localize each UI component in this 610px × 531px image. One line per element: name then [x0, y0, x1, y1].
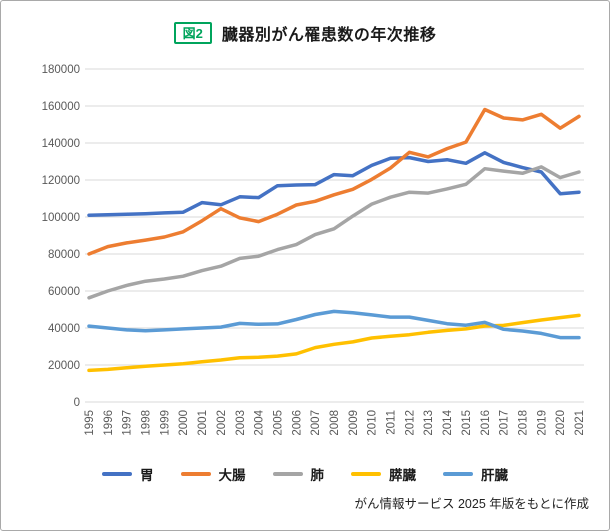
- y-axis-tick-label: 80000: [48, 249, 80, 261]
- x-axis-tick-label: 1997: [122, 410, 134, 436]
- x-axis-tick-label: 2017: [499, 410, 511, 436]
- x-axis-tick-label: 1996: [103, 410, 115, 436]
- x-axis-tick-label: 2019: [536, 410, 548, 436]
- legend-label-liver: 肝臓: [481, 468, 508, 483]
- x-axis-tick-label: 2009: [348, 410, 360, 436]
- legend-swatch-lung: [272, 472, 303, 476]
- legend-swatch-liver: [443, 472, 473, 476]
- y-axis-tick-label: 100000: [42, 212, 80, 224]
- series-line-colorectal: [87, 107, 581, 256]
- x-axis-tick-label: 2002: [216, 410, 228, 436]
- x-axis-tick-label: 2012: [404, 410, 416, 436]
- chart-canvas: 0 20000 40000 60000 80000 100000 120000 140000 1…: [42, 64, 586, 436]
- x-axis-tick-label: 2011: [386, 410, 398, 435]
- y-axis-tick-label: 40000: [48, 323, 80, 335]
- x-axis-tick-label: 2020: [555, 410, 567, 436]
- y-axis-tick-label: 20000: [48, 360, 80, 372]
- legend-label-colorectal: 大腸: [218, 468, 246, 483]
- x-axis-tick-label: 2001: [197, 410, 209, 436]
- legend-label-pancreas: 膵臓: [389, 468, 416, 483]
- legend-item-liver: 肝臓: [443, 464, 508, 484]
- x-axis-tick-label: 2014: [442, 409, 454, 435]
- x-axis-tick-label: 1998: [141, 410, 153, 436]
- x-axis-tick-label: 1995: [84, 410, 96, 436]
- source-note: がん情報サービス 2025 年版をもとに作成: [354, 497, 589, 511]
- legend-swatch-colorectal: [180, 472, 211, 476]
- series-line-lung: [87, 165, 581, 300]
- y-axis-tick-label: 60000: [48, 286, 80, 298]
- x-axis-tick-label: 2005: [272, 410, 284, 436]
- series-line-stomach: [87, 151, 581, 217]
- x-axis-tick-label: 2016: [480, 410, 492, 436]
- x-axis-tick-label: 2004: [254, 409, 266, 435]
- x-axis-tick-label: 2021: [574, 410, 586, 436]
- x-axis-tick-label: 2015: [461, 410, 473, 436]
- x-axis-tick-label: 1999: [159, 410, 171, 436]
- y-axis-tick-label: 0: [74, 397, 80, 409]
- page-title: 臓器別がん罹患数の年次推移: [221, 27, 437, 44]
- y-axis-tick-label: 160000: [42, 101, 80, 113]
- x-axis-tick-label: 2018: [517, 410, 529, 436]
- legend-label-lung: 肺: [310, 468, 325, 483]
- series-line-liver: [87, 309, 581, 340]
- x-axis-tick-label: 2008: [329, 410, 341, 436]
- legend-item-stomach: 胃: [102, 464, 154, 484]
- y-axis-tick-label: 140000: [42, 138, 80, 150]
- series-line-pancreas: [87, 313, 581, 373]
- chart-legend: 胃 大腸 肺 膵臓 肝臓: [1, 460, 609, 488]
- legend-label-stomach: 胃: [140, 468, 154, 483]
- x-axis-tick-label: 2006: [291, 410, 303, 436]
- figure-number-badge: 図2: [173, 22, 212, 44]
- y-axis-tick-label: 120000: [42, 175, 80, 187]
- legend-swatch-stomach: [102, 472, 132, 476]
- legend-item-pancreas: 膵臓: [351, 464, 416, 484]
- legend-item-lung: 肺: [272, 464, 325, 484]
- x-axis-tick-label: 2013: [423, 410, 435, 436]
- legend-swatch-pancreas: [351, 472, 381, 476]
- line-chart: 0 20000 40000 60000 80000 100000 120000 140000 1…: [1, 1, 610, 456]
- x-axis-tick-label: 2000: [178, 410, 190, 436]
- x-axis-tick-label: 2003: [235, 410, 247, 436]
- legend-item-colorectal: 大腸: [180, 464, 246, 484]
- x-axis-tick-label: 2007: [310, 410, 322, 436]
- chart-header: 図2 臓器別がん罹患数の年次推移: [1, 21, 609, 45]
- x-axis-tick-label: 2010: [367, 410, 379, 436]
- y-axis-tick-label: 180000: [42, 64, 80, 76]
